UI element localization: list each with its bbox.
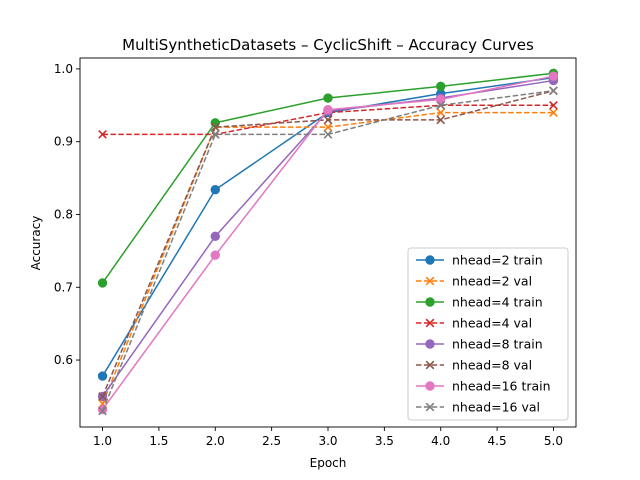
series-7-point-4 [549, 86, 558, 96]
chart-title: MultiSyntheticDatasets – CyclicShift – A… [122, 36, 534, 54]
x-tick-label-2: 2.0 [206, 434, 225, 448]
series-6 [97, 71, 559, 415]
legend-swatch-marker-2 [425, 297, 435, 307]
y-axis-label: Accuracy [29, 216, 43, 271]
legend-label-5: nhead=8 val [452, 358, 532, 373]
legend-box [407, 247, 569, 421]
series-6-point-4 [548, 71, 559, 81]
series-5-point-1 [210, 122, 220, 132]
legend-label-1: nhead=2 val [452, 274, 532, 289]
legend-swatch-marker-5-stroke-b [425, 360, 435, 370]
legend-label-2: nhead=4 train [452, 295, 543, 310]
legend-item-4: nhead=8 train [416, 337, 543, 352]
y-tick-label-0: 0.6 [54, 353, 73, 367]
x-tick-label-8: 5.0 [544, 434, 563, 448]
series-3-point-4 [549, 100, 558, 110]
legend-swatch-marker-6 [425, 381, 435, 391]
x-tick-label-4: 3.0 [318, 434, 337, 448]
series-7-point-1-stroke-b [210, 130, 220, 139]
series-7-point-1 [210, 130, 220, 139]
x-axis-label: Epoch [310, 456, 347, 470]
series-0-point-0 [97, 371, 108, 381]
series-0-point-1 [210, 185, 220, 195]
legend-swatch-marker-3-stroke-b [425, 318, 435, 328]
legend-item-2: nhead=4 train [416, 295, 543, 310]
legend-label-3: nhead=4 val [452, 316, 532, 331]
series-5-point-3-stroke-b [436, 115, 446, 125]
x-tick-label-5: 3.5 [375, 434, 394, 448]
series-7 [98, 86, 558, 416]
series-2-point-1 [210, 118, 220, 128]
legend-item-3: nhead=4 val [416, 316, 532, 331]
series-3-line [102, 104, 554, 136]
series-5-point-0-stroke-b [98, 392, 107, 401]
series-6-point-3 [436, 94, 446, 105]
legend-item-0: nhead=2 train [416, 253, 543, 268]
legend-item-7: nhead=16 val [416, 400, 540, 415]
series-1-point-3 [436, 108, 446, 117]
axes: 1.0 1.5 2.0 2.5 3.0 3.5 4.0 4.5 5.0 0.6 0.7 0.8 0.9 1… [54, 57, 577, 448]
series-5-point-1-stroke-b [210, 122, 220, 132]
legend-item-5: nhead=8 val [416, 358, 532, 373]
legend-swatch-marker-0 [425, 255, 435, 265]
series-1-point-4-stroke-b [549, 108, 558, 117]
series-7-point-0-stroke-b [98, 406, 107, 416]
plot-area [97, 68, 559, 416]
series-5-point-2-stroke-b [323, 115, 333, 125]
y-tick-label-1: 0.7 [54, 280, 73, 294]
series-1-point-3-stroke-b [436, 108, 446, 117]
series-1-point-2 [323, 122, 333, 132]
series-2 [97, 68, 559, 288]
series-2-point-2 [323, 93, 333, 103]
legend-item-6: nhead=16 train [416, 379, 551, 394]
x-tick-label-6: 4.0 [431, 434, 450, 448]
series-5-point-2 [323, 115, 333, 125]
series-4-point-1 [210, 231, 220, 242]
series-1-point-4 [549, 108, 558, 117]
series-7-point-0 [98, 406, 107, 416]
series-3-point-0-stroke-b [98, 130, 107, 139]
x-tick-label-0: 1.0 [93, 434, 112, 448]
legend-swatch-marker-4 [425, 339, 435, 349]
series-6-point-1 [210, 250, 220, 260]
series-3-point-4-stroke-b [549, 100, 558, 110]
x-tick-label-3: 2.5 [262, 434, 281, 448]
legend-label-7: nhead=16 val [452, 400, 540, 415]
series-7-point-3 [436, 100, 446, 110]
legend-label-0: nhead=2 train [452, 253, 543, 268]
legend-item-1: nhead=2 val [416, 274, 532, 289]
series-5-point-0 [98, 392, 107, 401]
series-1-point-2-stroke-b [323, 122, 333, 132]
legend-swatch-marker-7 [425, 402, 435, 412]
series-7-point-3-stroke-b [436, 100, 446, 110]
x-tick-label-7: 4.5 [488, 434, 507, 448]
legend-swatch-marker-1-stroke-b [425, 276, 435, 286]
legend-label-6: nhead=16 train [452, 379, 551, 394]
series-6-point-2 [323, 104, 333, 115]
series-7-point-2 [323, 130, 333, 139]
legend-swatch-marker-5 [425, 360, 435, 370]
y-tick-label-3: 0.9 [54, 135, 73, 149]
legend-swatch-marker-1 [425, 276, 435, 286]
series-7-point-2-stroke-b [323, 130, 333, 139]
series-2-point-3 [436, 81, 446, 92]
series-3-point-0 [98, 130, 107, 139]
y-tick-label-4: 1.0 [54, 62, 73, 76]
legend-label-4: nhead=8 train [452, 337, 543, 352]
legend-swatch-marker-3 [425, 318, 435, 328]
legend-swatch-marker-7-stroke-b [425, 402, 435, 412]
legend: nhead=2 train nhead=2 val nhead=4 train nhe… [407, 247, 569, 421]
series-7-point-4-stroke-b [549, 86, 558, 96]
series-2-point-0 [97, 278, 108, 288]
y-tick-label-2: 0.8 [54, 207, 73, 221]
x-tick-label-1: 1.5 [149, 434, 168, 448]
series-5-point-3 [436, 115, 446, 125]
